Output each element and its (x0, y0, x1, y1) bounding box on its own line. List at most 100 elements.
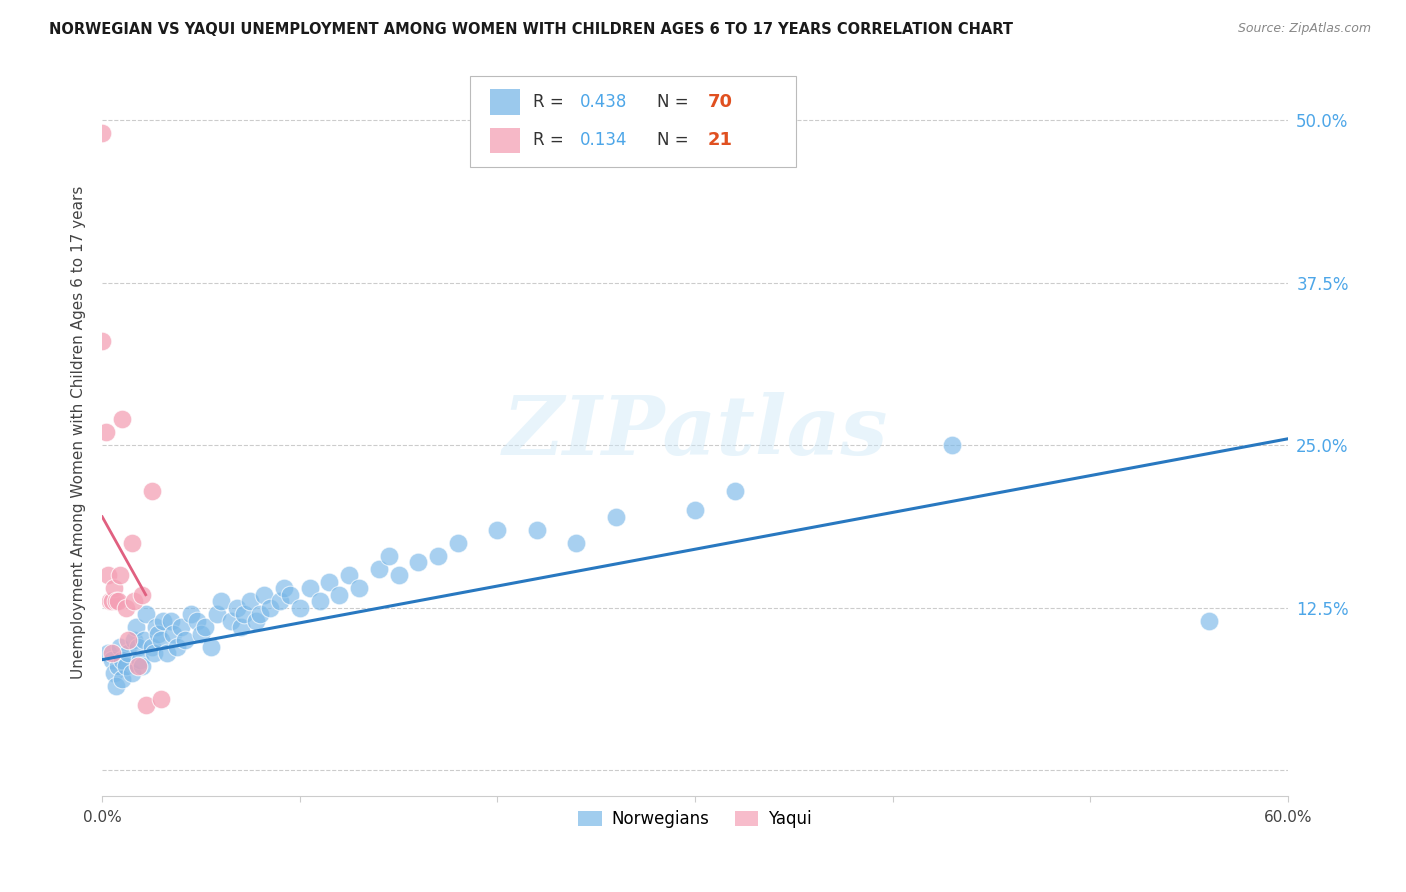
Point (122, 594, 145, 608)
Point (107, 594, 129, 608)
Point (117, 646, 139, 660)
Point (209, 594, 232, 608)
Point (180, 607, 202, 622)
Text: ZIPatlas: ZIPatlas (502, 392, 887, 472)
Point (160, 614, 183, 628)
Point (1198, 614, 1220, 628)
Point (526, 523, 548, 537)
Point (259, 600, 281, 615)
Point (170, 620, 193, 634)
Point (132, 633, 155, 648)
Point (105, 679, 128, 693)
Point (91, 334, 114, 349)
Point (115, 659, 138, 673)
Point (288, 600, 311, 615)
Point (145, 620, 167, 634)
Text: N =: N = (657, 131, 695, 149)
Point (131, 659, 153, 673)
Point (367, 562, 389, 576)
Point (128, 653, 150, 667)
Text: R =: R = (533, 131, 568, 149)
Point (91, 127, 114, 141)
Point (103, 581, 125, 595)
Text: Source: ZipAtlas.com: Source: ZipAtlas.com (1237, 22, 1371, 36)
Point (127, 659, 149, 673)
Point (166, 640, 188, 654)
Point (103, 665, 125, 680)
FancyBboxPatch shape (489, 128, 520, 153)
Point (219, 614, 242, 628)
Point (150, 691, 173, 706)
Point (122, 633, 145, 648)
Point (96, 425, 118, 440)
Point (125, 620, 148, 634)
Point (131, 588, 153, 602)
Point (447, 535, 470, 549)
Point (107, 659, 129, 673)
Point (278, 588, 301, 602)
Point (111, 412, 134, 426)
Legend: Norwegians, Yaqui: Norwegians, Yaqui (572, 804, 818, 835)
Point (162, 626, 184, 640)
Point (565, 535, 588, 549)
Text: 0.438: 0.438 (581, 93, 627, 111)
Point (347, 581, 370, 595)
Point (146, 626, 169, 640)
Point (486, 523, 509, 537)
Point (245, 614, 267, 628)
Point (233, 607, 256, 622)
Text: 0.134: 0.134 (581, 131, 627, 149)
Point (121, 535, 143, 549)
Point (408, 555, 430, 569)
Point (108, 640, 131, 654)
Point (308, 594, 330, 608)
FancyBboxPatch shape (489, 89, 520, 115)
Text: NORWEGIAN VS YAQUI UNEMPLOYMENT AMONG WOMEN WITH CHILDREN AGES 6 TO 17 YEARS COR: NORWEGIAN VS YAQUI UNEMPLOYMENT AMONG WO… (49, 22, 1014, 37)
Point (941, 438, 963, 452)
Y-axis label: Unemployment Among Women with Children Ages 6 to 17 years: Unemployment Among Women with Children A… (72, 186, 86, 679)
Point (377, 549, 399, 563)
Point (97, 646, 120, 660)
Point (328, 588, 350, 602)
Point (318, 574, 340, 589)
Point (97, 568, 120, 582)
Point (117, 633, 139, 648)
Point (723, 483, 745, 498)
Point (101, 594, 124, 608)
Point (111, 672, 134, 686)
Point (111, 653, 134, 667)
Point (239, 594, 262, 608)
Point (253, 588, 276, 602)
Point (427, 549, 450, 563)
Text: 21: 21 (709, 131, 733, 149)
Point (337, 568, 360, 582)
FancyBboxPatch shape (470, 76, 796, 167)
Point (101, 646, 124, 660)
Point (269, 594, 291, 608)
Point (135, 607, 157, 622)
Point (156, 646, 179, 660)
Point (273, 581, 295, 595)
Point (249, 607, 271, 622)
Point (121, 665, 143, 680)
Point (115, 600, 138, 615)
Point (141, 640, 163, 654)
Point (298, 581, 321, 595)
Point (98, 594, 121, 608)
Point (683, 503, 706, 517)
Point (194, 620, 217, 634)
Point (105, 594, 128, 608)
Point (142, 646, 165, 660)
Point (108, 568, 131, 582)
Point (190, 626, 212, 640)
Point (605, 509, 627, 524)
Text: 70: 70 (709, 93, 733, 111)
Point (186, 614, 208, 628)
Point (205, 607, 228, 622)
Point (135, 698, 157, 713)
Text: R =: R = (533, 93, 568, 111)
Point (200, 640, 222, 654)
Point (388, 568, 411, 582)
Point (101, 653, 124, 667)
Point (150, 633, 173, 648)
